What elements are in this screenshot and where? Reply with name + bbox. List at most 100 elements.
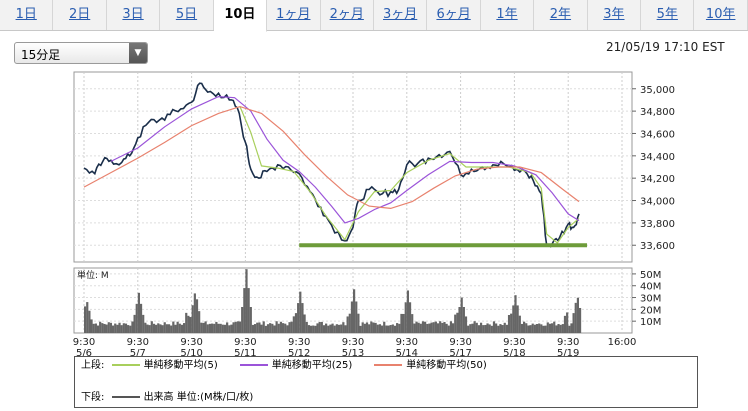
tab-2[interactable]: 3日: [107, 0, 161, 30]
volume-bar-5: [94, 323, 97, 333]
volume-bar-27: [142, 314, 145, 333]
tab-6[interactable]: 2ヶ月: [321, 0, 374, 30]
volume-bar-206: [527, 325, 530, 333]
volume-bar-134: [372, 322, 375, 333]
volume-bar-9: [103, 323, 106, 333]
volume-bar-163: [434, 321, 437, 333]
volume-bar-216: [548, 323, 552, 333]
volume-bar-205: [525, 323, 528, 333]
chevron-down-icon[interactable]: ▼: [129, 43, 147, 63]
volume-bar-6: [96, 325, 100, 333]
x-tick-time-7: 9:30: [449, 337, 471, 348]
tab-1[interactable]: 2日: [53, 0, 107, 30]
volume-bar-8: [101, 323, 104, 333]
volume-bar-45: [180, 324, 184, 333]
interval-select[interactable]: 15分足 ▼: [14, 42, 148, 64]
volume-bar-41: [172, 321, 175, 333]
volume-bar-112: [325, 323, 328, 333]
volume-bar-50: [191, 305, 194, 333]
volume-bar-176: [462, 307, 465, 333]
volume-bar-171: [451, 323, 455, 333]
volume-bar-193: [499, 324, 502, 333]
tab-0[interactable]: 1日: [0, 0, 54, 30]
tab-8[interactable]: 6ヶ月: [427, 0, 481, 30]
volume-bar-148: [402, 313, 405, 333]
legend-upper-swatch-1: [239, 364, 268, 366]
volume-bar-189: [490, 325, 493, 333]
volume-bar-74: [243, 288, 246, 333]
volume-bar-33: [155, 324, 158, 333]
x-tick-time-10: 16:00: [608, 337, 637, 348]
volume-bar-213: [542, 325, 545, 333]
volume-bar-209: [533, 324, 536, 333]
volume-bar-118: [337, 324, 341, 333]
x-tick-time-3: 9:30: [234, 337, 256, 348]
volume-bar-16: [118, 322, 121, 333]
tab-12[interactable]: 5年: [641, 0, 695, 30]
volume-bar-75: [245, 269, 248, 333]
volume-bar-146: [398, 323, 401, 333]
volume-bar-76: [247, 288, 250, 333]
volume-bar-87: [271, 323, 274, 333]
legend-lower-row: 下段: 出来高 単位:(M株/口/枚): [81, 391, 271, 405]
volume-bar-91: [279, 321, 283, 333]
volume-bar-101: [301, 303, 304, 333]
x-tick-time-8: 9:30: [503, 337, 525, 348]
volume-bar-135: [374, 322, 377, 333]
volume-bar-77: [249, 307, 252, 333]
volume-bar-61: [215, 321, 218, 333]
volume-bar-170: [449, 321, 453, 333]
volume-bar-34: [157, 323, 160, 333]
volume-bar-133: [370, 321, 373, 333]
volume-bar-224: [566, 312, 569, 333]
volume-bar-20: [127, 325, 130, 333]
tab-3[interactable]: 5日: [160, 0, 214, 30]
legend-upper-name-0: 単純移動平均(5): [143, 360, 218, 371]
volume-bar-175: [460, 297, 463, 333]
volume-bar-84: [264, 325, 267, 333]
volume-tick-label-2: 30M: [640, 294, 661, 305]
volume-bar-44: [178, 323, 181, 333]
volume-bar-169: [447, 325, 450, 333]
volume-bar-1: [86, 302, 89, 333]
volume-bar-217: [550, 323, 554, 333]
tab-10[interactable]: 2年: [534, 0, 588, 30]
tab-4[interactable]: 10日: [213, 0, 268, 32]
volume-bar-143: [391, 324, 394, 333]
tab-9[interactable]: 1年: [481, 0, 535, 30]
volume-bar-68: [230, 324, 233, 333]
volume-bar-78: [251, 324, 255, 333]
volume-bar-200: [514, 295, 517, 333]
tab-7[interactable]: 3ヶ月: [374, 0, 428, 30]
volume-bar-219: [555, 325, 558, 333]
tab-11[interactable]: 3年: [588, 0, 642, 30]
volume-bar-59: [210, 323, 214, 333]
ma-line-1: [110, 95, 580, 224]
timestamp: 21/05/19 17:10 EST: [606, 40, 725, 54]
volume-bar-136: [376, 324, 379, 333]
volume-bar-67: [228, 325, 231, 333]
volume-bar-191: [495, 323, 498, 333]
volume-bar-90: [277, 323, 280, 333]
volume-bar-223: [563, 315, 567, 333]
volume-bar-184: [479, 322, 483, 333]
volume-bar-151: [408, 302, 412, 333]
volume-bar-105: [309, 325, 313, 333]
volume-bar-26: [139, 303, 143, 333]
volume-bar-31: [150, 321, 153, 333]
tab-5[interactable]: 1ヶ月: [267, 0, 321, 30]
legend-lower-swatch-0: [111, 396, 140, 398]
interval-select-value: 15分足: [21, 48, 61, 62]
volume-bar-218: [553, 321, 556, 333]
price-tick-label-3: 34,400: [640, 152, 675, 163]
volume-bar-93: [284, 323, 287, 333]
volume-bar-36: [161, 325, 164, 333]
volume-bar-102: [303, 314, 306, 333]
volume-bar-137: [378, 324, 382, 333]
volume-bar-97: [292, 316, 295, 333]
volume-bar-145: [396, 323, 399, 333]
tab-13[interactable]: 10年: [694, 0, 748, 30]
legend-lower-label: 下段:: [81, 392, 105, 403]
volume-bar-46: [182, 323, 186, 333]
volume-bar-11: [107, 322, 110, 333]
